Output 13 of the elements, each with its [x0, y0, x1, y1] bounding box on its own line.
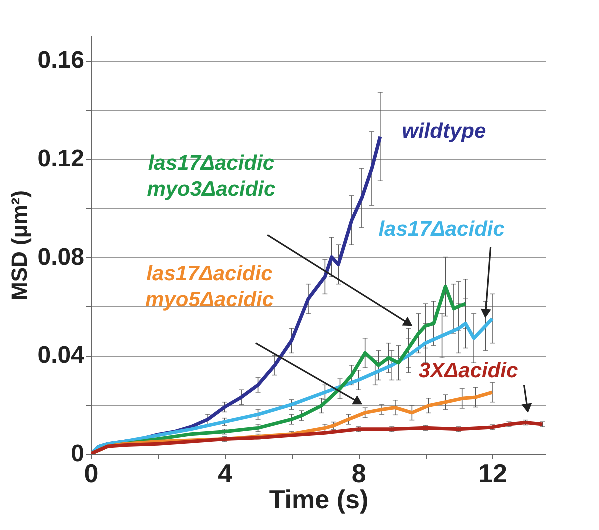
x-tick-label: 4 — [218, 458, 234, 488]
x-tick-label: 12 — [478, 458, 508, 488]
y-tick-label: 0 — [71, 440, 84, 468]
series-label: 3XΔacidic — [418, 360, 519, 383]
y-tick-label: 0.04 — [38, 342, 86, 370]
text: las17Δacidic myo5Δacidic — [146, 262, 274, 312]
text: las17Δacidic — [378, 218, 506, 242]
text: las17Δacidic myo3Δacidic — [147, 152, 276, 201]
y-tick-label: 0.08 — [38, 244, 84, 271]
y-tick-label: 0.12 — [38, 145, 84, 172]
y-tick-label: 0.16 — [38, 47, 84, 74]
y-axis-title: MSD (μm²) — [6, 190, 32, 300]
series-label: wildtype — [402, 120, 486, 143]
